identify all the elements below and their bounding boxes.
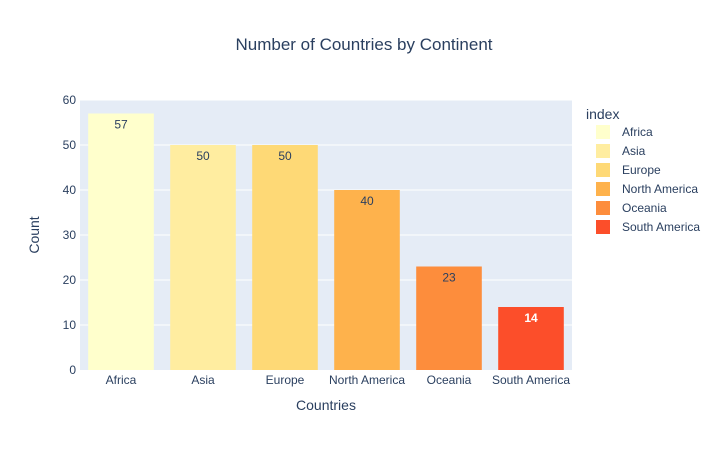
legend-swatch <box>596 163 610 177</box>
bar-data-label: 40 <box>360 194 374 208</box>
x-tick-label: South America <box>492 373 570 387</box>
gridlines <box>80 99 572 326</box>
legend[interactable]: Africa Asia Europe North America Oceania Sout… <box>596 125 700 234</box>
y-tick-label: 20 <box>63 273 77 287</box>
y-tick-label: 50 <box>63 138 77 152</box>
legend-swatch <box>596 220 610 234</box>
y-tick-label: 60 <box>63 93 77 107</box>
legend-item-south-america[interactable]: South America <box>596 220 700 234</box>
x-tick-label: Europe <box>266 373 305 387</box>
bar-asia[interactable] <box>170 145 236 370</box>
bar-data-label: 14 <box>524 311 538 325</box>
legend-item-europe[interactable]: Europe <box>596 163 661 177</box>
bars: 57 50 50 40 23 14 <box>88 113 564 371</box>
bar-data-label: 57 <box>114 118 128 132</box>
x-tick-label: Oceania <box>427 373 472 387</box>
legend-item-north-america[interactable]: North America <box>596 182 698 196</box>
bar-oceania[interactable] <box>416 266 482 371</box>
legend-label: Oceania <box>622 201 667 215</box>
x-tick-label: North America <box>329 373 405 387</box>
legend-swatch <box>596 125 610 139</box>
x-tick-label: Africa <box>106 373 137 387</box>
y-axis-ticks: 0 10 20 30 40 50 60 <box>63 93 77 377</box>
bar-data-label: 50 <box>278 149 292 163</box>
legend-title: index <box>586 106 619 122</box>
legend-item-asia[interactable]: Asia <box>596 144 646 158</box>
legend-label: Europe <box>622 163 661 177</box>
y-tick-label: 0 <box>69 363 76 377</box>
legend-item-oceania[interactable]: Oceania <box>596 201 667 215</box>
chart-title: Number of Countries by Continent <box>235 35 492 54</box>
legend-label: Africa <box>622 125 653 139</box>
bar-south-america[interactable] <box>498 307 564 370</box>
y-tick-label: 40 <box>63 183 77 197</box>
legend-swatch <box>596 144 610 158</box>
y-axis-title: Count <box>26 216 42 253</box>
legend-label: North America <box>622 182 698 196</box>
x-axis-ticks: Africa Asia Europe North America Oceania Sout… <box>106 373 571 387</box>
legend-label: South America <box>622 220 700 234</box>
legend-item-africa[interactable]: Africa <box>596 125 653 139</box>
x-axis-title: Countries <box>296 397 356 413</box>
legend-label: Asia <box>622 144 646 158</box>
bar-africa[interactable] <box>88 113 154 371</box>
y-tick-label: 30 <box>63 228 77 242</box>
bar-data-label: 50 <box>196 149 210 163</box>
bar-data-label: 23 <box>442 271 456 285</box>
bar-europe[interactable] <box>252 145 318 370</box>
x-tick-label: Asia <box>191 373 215 387</box>
bar-north-america[interactable] <box>334 190 400 370</box>
legend-swatch <box>596 201 610 215</box>
y-tick-label: 10 <box>63 318 77 332</box>
legend-swatch <box>596 182 610 196</box>
